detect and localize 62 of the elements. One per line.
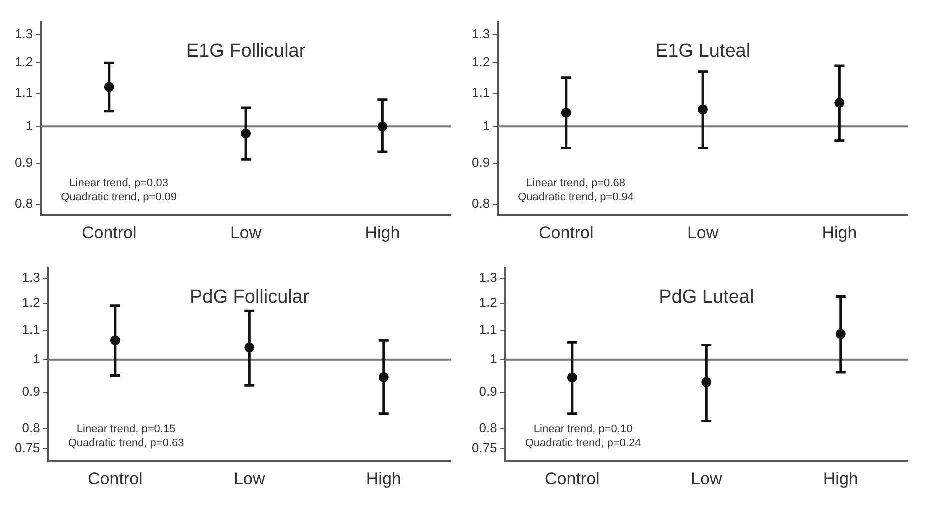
x-tick-label: Control [545,469,600,488]
x-tick-label: Low [691,469,723,488]
point [110,336,120,346]
point [561,108,572,118]
point [834,98,845,108]
point [567,372,578,383]
y-tick-label: 0.9 [22,384,40,400]
x-tick-label: Low [234,469,266,488]
annotation: Linear trend, p=0.10 [534,424,633,436]
x-tick-label: High [822,223,858,242]
point [698,104,708,115]
x-tick-label: High [365,223,400,242]
y-tick-label: 1.1 [479,322,498,337]
y-tick-label: 0.75 [472,440,498,456]
y-tick-label: 0.8 [472,196,490,212]
annotation: Linear trend, p=0.15 [76,424,176,436]
point [378,372,389,382]
y-tick-label: 1 [33,351,40,366]
y-tick-label: 0.8 [14,196,34,212]
text: E1G Follicular [186,41,306,62]
text: PdG Follicular [190,287,310,308]
annotation: Quadratic trend, p=0.24 [525,438,642,450]
x-tick-label: High [366,469,402,488]
x-tick-label: Low [687,223,720,242]
y-tick-label: 1.3 [472,26,490,42]
y-tick-label: 1.3 [479,270,498,286]
y-tick-label: 1.1 [14,85,34,100]
y-tick-label: 0.8 [479,420,498,436]
x-tick-label: Control [88,469,143,488]
y-tick-label: 1 [26,118,34,134]
x-tick-label: Control [82,223,137,242]
y-tick-label: 1 [490,351,498,366]
point [244,342,255,353]
point [104,82,114,92]
annotation: Quadratic trend, p=0.09 [61,192,178,204]
point [702,377,712,388]
text: E1G Luteal [655,41,751,62]
y-tick-label: 1.2 [22,294,40,310]
y-tick-label: 1.1 [22,322,40,337]
y-tick-label: 0.9 [472,155,490,170]
y-tick-label: 1.3 [14,26,34,42]
y-tick-label: 0.9 [479,384,498,400]
annotation: Linear trend, p=0.68 [526,178,626,190]
x-tick-label: Low [230,223,262,242]
y-tick-label: 0.9 [14,155,34,170]
y-tick-label: 1.2 [479,294,498,310]
y-tick-label: 1 [482,118,490,134]
y-tick-label: 1.3 [22,270,40,286]
annotation: Quadratic trend, p=0.94 [518,192,634,204]
y-tick-label: 1.1 [472,85,490,100]
text: PdG Luteal [659,287,754,308]
point [836,329,846,340]
y-tick-label: 0.8 [22,420,40,436]
point [378,122,388,132]
annotation: Quadratic trend, p=0.63 [68,438,184,450]
annotation: Linear trend, p=0.03 [70,178,168,190]
y-tick-label: 0.75 [14,440,40,456]
y-tick-label: 1.2 [472,54,490,70]
x-tick-label: Control [538,223,594,242]
x-tick-label: High [823,469,858,488]
y-tick-label: 1.2 [14,54,34,70]
point [241,128,252,139]
